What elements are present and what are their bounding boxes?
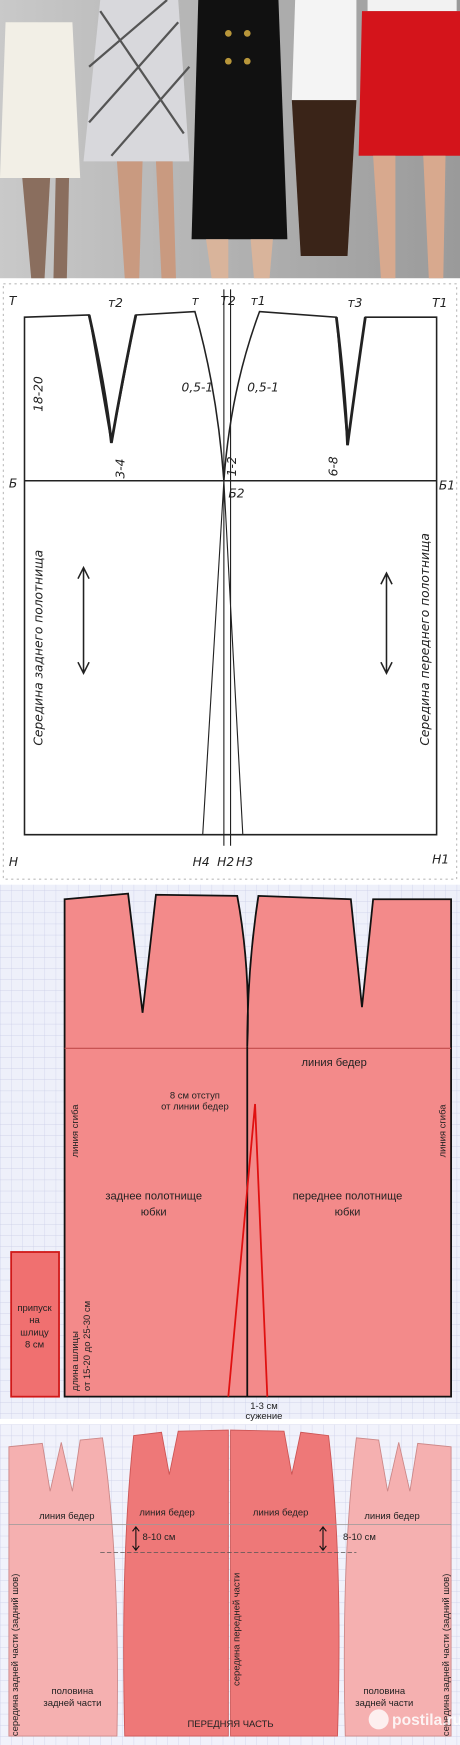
label: длина шлицы <box>70 1331 81 1391</box>
label: половина <box>51 1686 94 1697</box>
label: линия бедер <box>253 1508 308 1519</box>
label: линия сгиба <box>70 1104 81 1158</box>
label: 8-10 см <box>343 1532 376 1543</box>
measure: 3-4 <box>114 459 128 479</box>
center-label: Середина заднего полотнища <box>31 550 45 746</box>
label: 8-10 см <box>143 1532 176 1543</box>
point: Б1 <box>439 479 455 493</box>
point: Н2 <box>217 855 234 869</box>
measure: 0,5-1 <box>182 381 214 395</box>
label: линия бедер <box>39 1511 94 1522</box>
label: шлицу <box>20 1327 49 1338</box>
watermark: postila.ru <box>392 1712 460 1729</box>
label: середина задней части (задний шов) <box>441 1574 452 1736</box>
point: Н4 <box>193 855 210 869</box>
point: Б <box>9 476 17 490</box>
label: от линии бедер <box>161 1102 229 1113</box>
point: Т <box>9 294 18 308</box>
photo <box>0 0 460 279</box>
point: т2 <box>108 296 123 310</box>
measure: 0,5-1 <box>247 381 279 395</box>
label: середина задней части (задний шов) <box>10 1574 21 1736</box>
point: Н1 <box>432 853 449 867</box>
label: середина передней части <box>231 1573 242 1686</box>
label: сужение <box>246 1411 283 1422</box>
draft: Т т2 т Т2 т1 т3 Т1 18-20 0,5-1 0,5-1 3-4… <box>2 283 458 880</box>
label: линия сгиба <box>438 1104 449 1158</box>
measure: 18-20 <box>31 376 45 412</box>
point: т1 <box>251 294 266 308</box>
pattern: линия бедер 8 см отступ от линии бедер л… <box>0 884 460 1422</box>
measure: 1-2 <box>225 456 239 476</box>
label: линия бедер <box>139 1508 194 1519</box>
point: Н3 <box>236 855 253 869</box>
label: от 15-20 до 25-30 см <box>82 1301 93 1391</box>
label: 8 см отступ <box>170 1090 220 1101</box>
pieces: линия бедер линия бедер линия бедер лини… <box>0 1424 460 1745</box>
label: задней части <box>355 1698 413 1709</box>
point: Т2 <box>221 294 236 308</box>
point: Т1 <box>432 296 447 310</box>
label: линия бедер <box>364 1511 419 1522</box>
label: юбки <box>141 1206 167 1218</box>
label: 1-3 см <box>250 1401 278 1412</box>
label: задней части <box>43 1698 101 1709</box>
label: половина <box>363 1686 406 1697</box>
center-label: Середина переднего полотнища <box>418 533 432 746</box>
label: заднее полотнище <box>105 1191 202 1203</box>
point: Б2 <box>228 486 244 500</box>
label: переднее полотнище <box>293 1191 403 1203</box>
label: на <box>29 1315 40 1326</box>
point: Н <box>9 855 18 869</box>
point: т3 <box>348 296 363 310</box>
point: т <box>192 294 200 308</box>
measure: 6-8 <box>326 456 340 476</box>
label: припуск <box>17 1303 52 1314</box>
label: линия бедер <box>302 1057 367 1069</box>
label: ПЕРЕДНЯЯ ЧАСТЬ <box>187 1719 273 1730</box>
label: юбки <box>335 1206 361 1218</box>
label: 8 см <box>25 1340 44 1351</box>
